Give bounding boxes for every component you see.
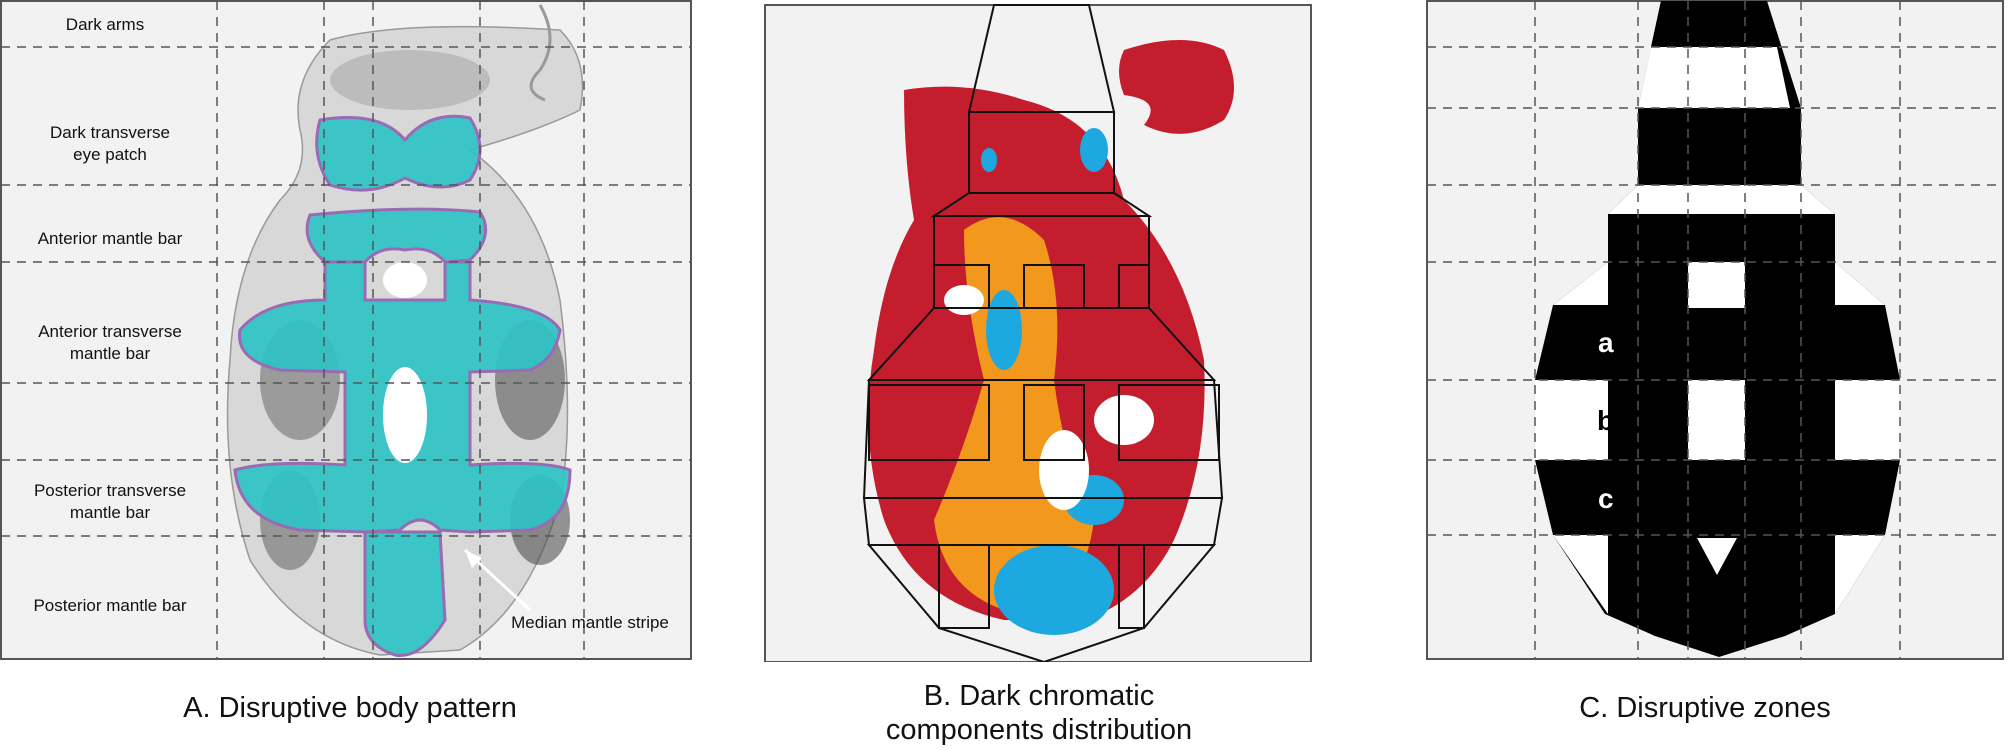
panel-b — [764, 0, 1314, 662]
zone-silhouette — [1535, 1, 1900, 657]
zone-white-blocks — [1535, 1, 1900, 614]
caption-a: A. Disruptive body pattern — [183, 692, 517, 724]
label-posterior-transverse-line2: mantle bar — [69, 503, 151, 522]
caption-b-line1: B. Dark chromatic — [923, 680, 1155, 712]
pattern-hole-upper — [383, 262, 427, 298]
zone-letter-b: b — [1597, 405, 1615, 436]
orange-component — [934, 217, 1094, 615]
panel-c-figure — [1426, 0, 2004, 660]
grid-lines — [1, 1, 691, 659]
median-stripe-arrowhead — [465, 550, 482, 568]
pattern-hole-lower — [383, 367, 427, 463]
eye-patch-shape — [315, 114, 482, 192]
zone-outline — [862, 4, 1224, 662]
zone-letter-c: c — [1598, 483, 1614, 514]
panel-a: Dark arms Dark transverse eye patch Ante… — [0, 0, 700, 662]
posterior-mantle-bar-shape — [363, 530, 447, 658]
label-anterior-transverse-line2: mantle bar — [69, 344, 151, 363]
zone-letter-a: a — [1598, 327, 1614, 358]
label-eye-patch-line2: eye patch — [73, 145, 147, 164]
label-posterior-transverse-line1: Posterior transverse — [33, 481, 187, 500]
panel-c: a b c — [1425, 0, 2008, 662]
caption-b-line2: components distribution — [885, 714, 1193, 746]
blue-component — [981, 128, 1124, 635]
label-median-stripe: Median mantle stripe — [511, 613, 669, 632]
panel-a-figure — [0, 0, 692, 660]
label-anterior-mantle-bar: Anterior mantle bar — [37, 229, 183, 248]
label-posterior-mantle-bar: Posterior mantle bar — [33, 596, 187, 615]
label-anterior-transverse-line1: Anterior transverse — [38, 322, 182, 341]
caption-c: C. Disruptive zones — [1579, 692, 1831, 724]
label-dark-arms: Dark arms — [65, 15, 145, 34]
label-eye-patch-line1: Dark transverse — [50, 123, 170, 142]
zone-grid-lines — [1427, 1, 2003, 659]
panel-b-figure — [764, 4, 1312, 662]
